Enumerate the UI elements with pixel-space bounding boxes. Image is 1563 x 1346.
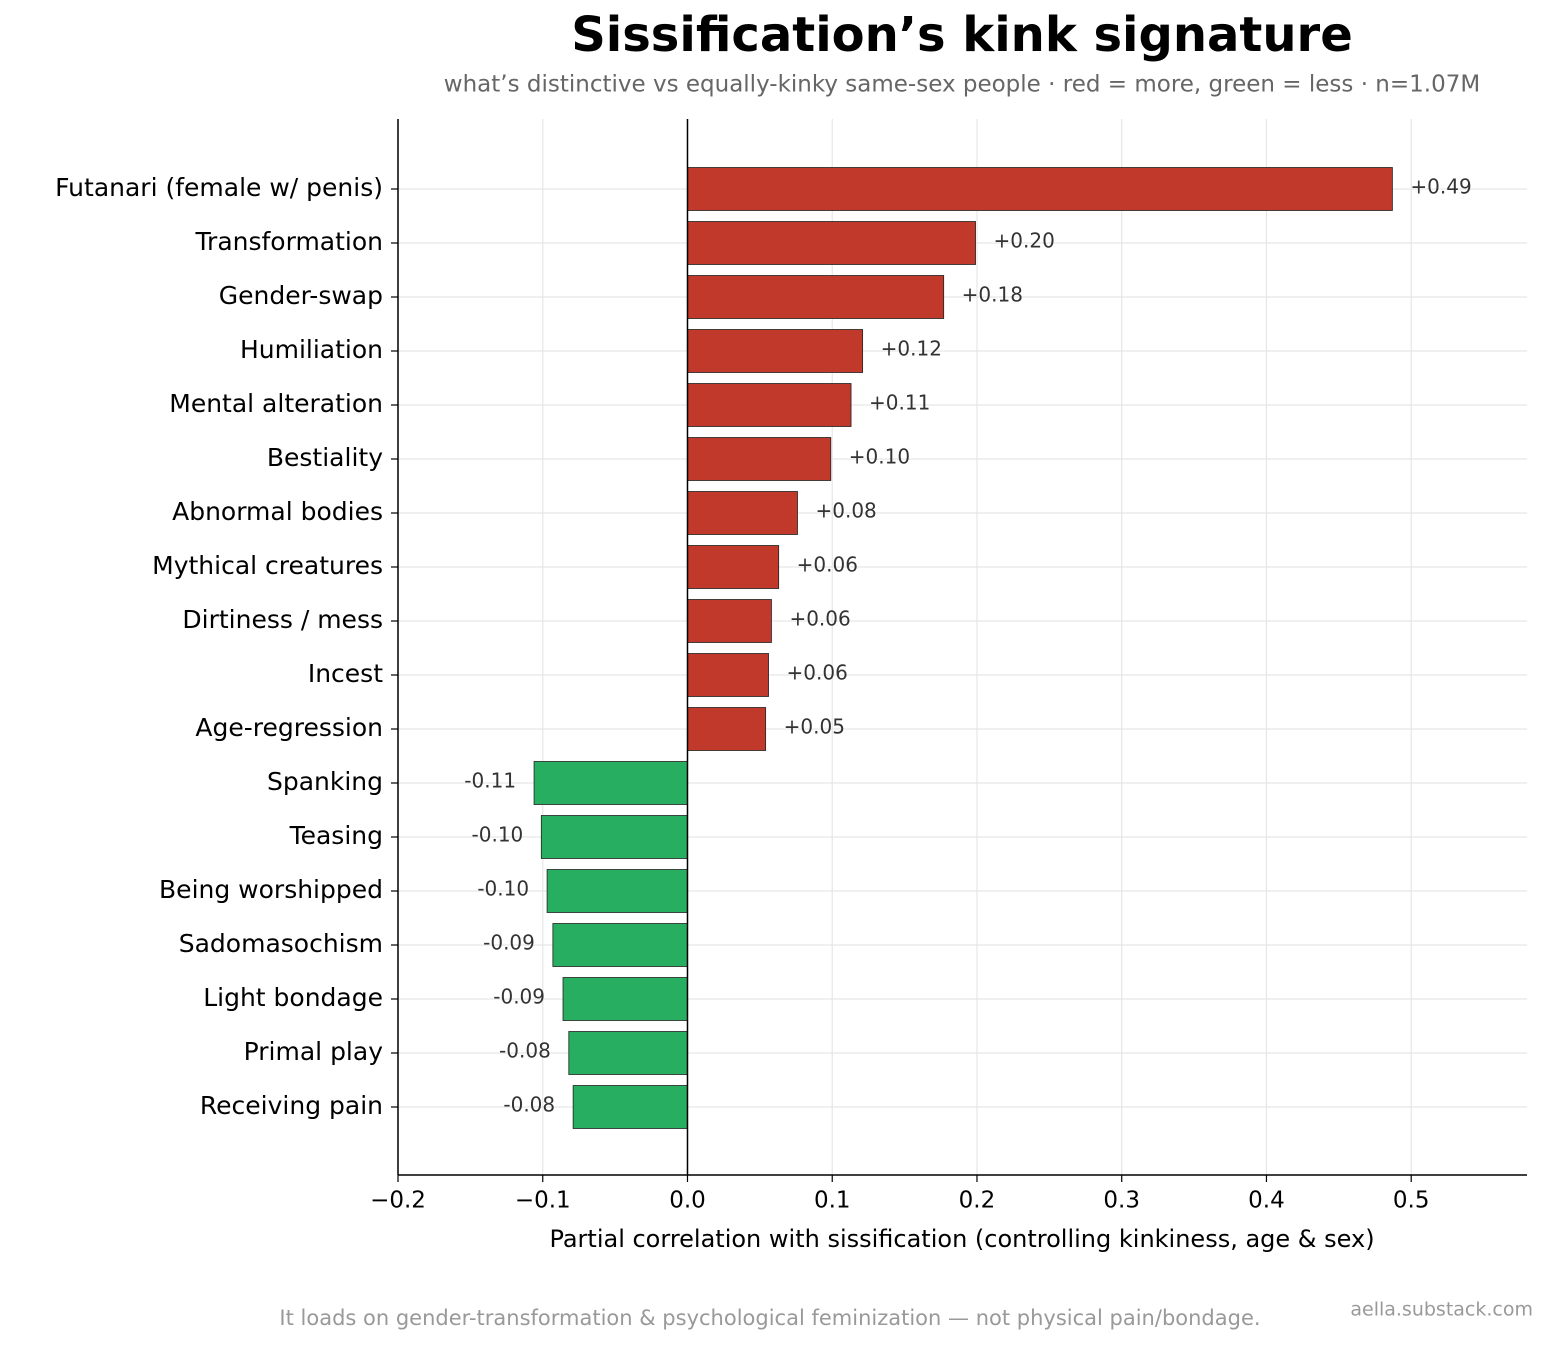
x-tick-label: −0.1	[515, 1188, 571, 1214]
y-tick-label: Teasing	[289, 821, 383, 850]
chart-subtitle: what’s distinctive vs equally-kinky same…	[444, 72, 1480, 98]
y-tick-label: Mental alteration	[169, 389, 383, 418]
bar	[687, 329, 864, 373]
x-tick-label: 0.5	[1393, 1188, 1430, 1214]
value-label: +0.10	[849, 445, 910, 469]
bar	[687, 437, 832, 481]
y-tick-label: Bestiality	[267, 443, 383, 472]
value-label: -0.11	[464, 769, 516, 793]
x-tick-label: −0.2	[370, 1188, 426, 1214]
y-tick-label: Abnormal bodies	[172, 497, 383, 526]
y-tick-label: Mythical creatures	[152, 551, 383, 580]
x-tick-label: 0.0	[669, 1188, 706, 1214]
value-label: +0.06	[787, 661, 848, 685]
x-tick-label: 0.4	[1248, 1188, 1285, 1214]
bar	[572, 1085, 688, 1129]
bar	[546, 869, 688, 913]
bar	[687, 599, 772, 643]
value-label: -0.08	[503, 1093, 555, 1117]
y-tick-label: Incest	[308, 659, 383, 688]
bar	[552, 923, 688, 967]
value-label: +0.08	[815, 499, 876, 523]
x-axis-label: Partial correlation with sissification (…	[549, 1225, 1374, 1253]
value-label: -0.08	[499, 1039, 551, 1063]
value-label: +0.18	[962, 283, 1023, 307]
bar	[533, 761, 688, 805]
source: aella.substack.com	[1350, 1299, 1533, 1321]
chart-title: Sissification’s kink signature	[571, 7, 1353, 63]
y-tick-label: Being worshipped	[159, 875, 383, 904]
value-label: +0.06	[797, 553, 858, 577]
value-label: -0.09	[493, 985, 545, 1009]
bar	[687, 167, 1393, 211]
value-label: -0.09	[483, 931, 535, 955]
y-tick-label: Sadomasochism	[179, 929, 383, 958]
bar	[687, 545, 780, 589]
bar	[687, 491, 798, 535]
value-label: -0.10	[472, 823, 524, 847]
bar	[562, 977, 688, 1021]
x-tick-label: 0.2	[959, 1188, 996, 1214]
bar	[687, 383, 852, 427]
y-tick-label: Light bondage	[203, 983, 383, 1012]
y-tick-label: Age-regression	[195, 713, 383, 742]
value-label: +0.05	[784, 715, 845, 739]
value-label: +0.12	[881, 337, 942, 361]
y-tick-label: Primal play	[244, 1037, 384, 1066]
bar	[687, 275, 945, 319]
bar	[687, 653, 769, 697]
value-label: -0.10	[477, 877, 529, 901]
y-tick-label: Transformation	[194, 227, 383, 256]
x-tick-label: 0.3	[1103, 1188, 1140, 1214]
y-tick-label: Receiving pain	[200, 1091, 383, 1120]
y-tick-label: Humiliation	[240, 335, 383, 364]
value-label: +0.49	[1410, 175, 1471, 199]
y-tick-label: Futanari (female w/ penis)	[55, 173, 383, 202]
y-tick-label: Gender-swap	[219, 281, 383, 310]
bar	[687, 221, 976, 265]
x-tick-label: 0.1	[814, 1188, 851, 1214]
bar	[568, 1031, 688, 1075]
value-label: +0.20	[994, 229, 1055, 253]
bar	[540, 815, 688, 859]
bar	[687, 707, 767, 751]
y-tick-label: Spanking	[267, 767, 383, 796]
y-tick-label: Dirtiness / mess	[182, 605, 383, 634]
caption: It loads on gender-transformation & psyc…	[279, 1306, 1260, 1330]
value-label: +0.06	[789, 607, 850, 631]
value-label: +0.11	[869, 391, 930, 415]
